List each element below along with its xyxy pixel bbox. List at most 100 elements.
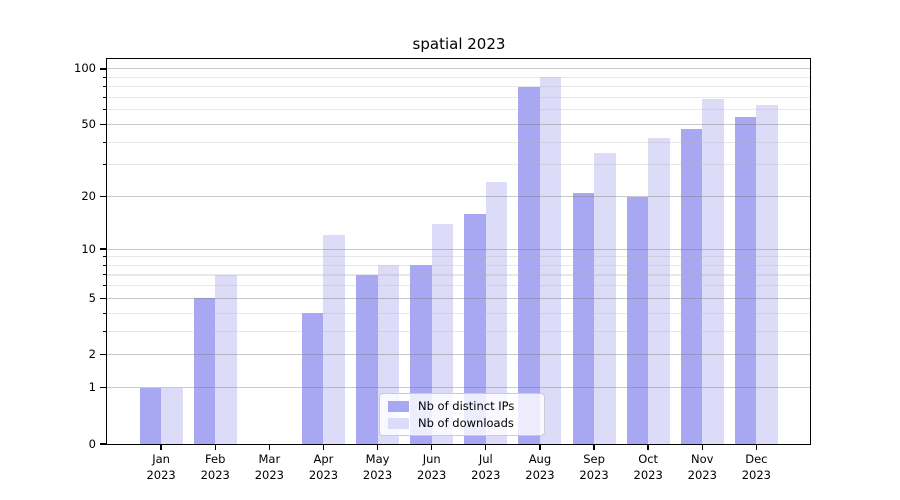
y-axis-minor-tick bbox=[102, 330, 107, 332]
gridline-minor bbox=[107, 274, 811, 276]
x-tick-label: Feb 2023 bbox=[200, 452, 230, 482]
bar-distinct-ips-dec bbox=[734, 116, 757, 444]
bar-distinct-ips-jul bbox=[464, 213, 486, 444]
y-axis-minor-tick bbox=[102, 274, 107, 276]
bar-distinct-ips-sep bbox=[572, 192, 595, 444]
x-tick-label: Mar 2023 bbox=[254, 452, 284, 482]
gridline-minor bbox=[107, 285, 811, 287]
y-tick-label: 2 bbox=[88, 347, 96, 362]
x-axis-tick bbox=[485, 444, 487, 450]
gridline-major bbox=[107, 123, 811, 125]
x-axis-tick bbox=[701, 444, 703, 450]
y-tick-label: 0 bbox=[88, 436, 96, 451]
legend: Nb of distinct IPs Nb of downloads bbox=[379, 393, 545, 436]
x-axis-tick bbox=[539, 444, 541, 450]
bar-distinct-ips-apr bbox=[301, 313, 324, 444]
y-tick-label: 100 bbox=[74, 61, 96, 76]
legend-label-downloads: Nb of downloads bbox=[418, 416, 514, 430]
x-axis-tick bbox=[755, 444, 758, 450]
legend-swatch-downloads bbox=[388, 417, 409, 429]
x-axis-tick bbox=[430, 444, 433, 450]
x-tick-label: Jan 2023 bbox=[146, 452, 176, 482]
legend-swatch-distinct-ips bbox=[388, 400, 409, 412]
y-axis-minor-tick bbox=[102, 86, 107, 88]
y-tick-label: 10 bbox=[81, 241, 96, 256]
gridline-minor bbox=[107, 256, 811, 258]
y-axis-minor-tick bbox=[102, 312, 107, 314]
bar-distinct-ips-nov bbox=[680, 129, 703, 444]
x-tick-label: Aug 2023 bbox=[525, 452, 555, 482]
y-axis-tick bbox=[99, 68, 107, 70]
bar-distinct-ips-aug bbox=[518, 86, 540, 444]
gridline-major bbox=[107, 297, 811, 299]
y-axis-minor-tick bbox=[102, 256, 107, 258]
y-axis-tick bbox=[99, 386, 107, 389]
gridline-major bbox=[107, 387, 811, 389]
gridline-minor bbox=[107, 164, 811, 166]
gridline-major bbox=[107, 248, 811, 250]
x-tick-label: Sep 2023 bbox=[579, 452, 609, 482]
bar-downloads-oct bbox=[648, 138, 670, 444]
gridline-minor bbox=[107, 312, 811, 314]
x-axis-tick bbox=[160, 444, 162, 450]
bar-distinct-ips-jan bbox=[139, 387, 162, 444]
y-axis-tick bbox=[99, 443, 107, 445]
x-axis-tick bbox=[322, 444, 325, 450]
x-axis-tick bbox=[647, 444, 649, 450]
y-axis-minor-tick bbox=[102, 96, 107, 98]
bar-downloads-jan bbox=[161, 387, 183, 444]
gridline-major bbox=[107, 354, 811, 356]
bar-downloads-dec bbox=[756, 104, 778, 444]
x-tick-label: May 2023 bbox=[362, 452, 393, 482]
gridline-major bbox=[107, 196, 811, 198]
gridline-major bbox=[107, 68, 811, 70]
gridline-minor bbox=[107, 109, 811, 111]
legend-item-distinct-ips: Nb of distinct IPs bbox=[388, 399, 534, 413]
y-axis-minor-tick bbox=[102, 264, 107, 266]
y-tick-label: 5 bbox=[88, 290, 96, 305]
y-axis-minor-tick bbox=[102, 285, 107, 287]
y-axis-tick bbox=[99, 195, 107, 198]
x-axis-tick bbox=[593, 444, 595, 450]
y-axis-minor-tick bbox=[102, 76, 107, 78]
gridline-minor bbox=[107, 96, 811, 99]
x-axis-tick bbox=[376, 444, 379, 450]
x-tick-label: Jun 2023 bbox=[417, 452, 447, 482]
y-tick-label: 20 bbox=[81, 189, 96, 203]
bar-distinct-ips-may bbox=[356, 274, 378, 444]
y-axis-tick bbox=[99, 297, 107, 300]
bar-downloads-nov bbox=[702, 98, 724, 444]
x-axis-tick bbox=[214, 444, 216, 450]
gridline-minor bbox=[107, 86, 811, 88]
y-axis-tick bbox=[99, 248, 107, 250]
bar-downloads-sep bbox=[594, 152, 616, 444]
y-tick-label: 1 bbox=[88, 380, 96, 395]
y-axis-minor-tick bbox=[102, 141, 107, 143]
bar-downloads-apr bbox=[323, 235, 345, 444]
x-tick-label: Oct 2023 bbox=[633, 452, 663, 482]
y-axis-tick bbox=[99, 123, 107, 126]
bar-downloads-aug bbox=[539, 77, 562, 444]
y-axis-minor-tick bbox=[102, 109, 107, 111]
y-tick-label: 50 bbox=[81, 116, 96, 131]
gridline-minor bbox=[107, 141, 811, 143]
bar-distinct-ips-oct bbox=[626, 196, 649, 444]
x-tick-label: Jul 2023 bbox=[471, 452, 501, 482]
bar-distinct-ips-feb bbox=[193, 298, 216, 444]
y-axis-tick bbox=[99, 353, 107, 356]
bar-downloads-jul bbox=[485, 182, 508, 444]
y-axis-minor-tick bbox=[102, 164, 107, 166]
chart-title: spatial 2023 bbox=[412, 35, 506, 53]
x-tick-label: Apr 2023 bbox=[308, 452, 339, 482]
gridline-minor bbox=[107, 264, 811, 266]
x-tick-label: Dec 2023 bbox=[741, 452, 772, 482]
bar-downloads-jun bbox=[431, 223, 454, 444]
x-axis-tick bbox=[268, 444, 271, 450]
legend-label-distinct-ips: Nb of distinct IPs bbox=[418, 399, 515, 413]
gridline-minor bbox=[107, 76, 811, 78]
x-tick-label: Nov 2023 bbox=[687, 452, 717, 482]
legend-item-downloads: Nb of downloads bbox=[388, 416, 534, 430]
gridline-minor bbox=[107, 330, 811, 332]
bar-downloads-feb bbox=[215, 274, 237, 444]
